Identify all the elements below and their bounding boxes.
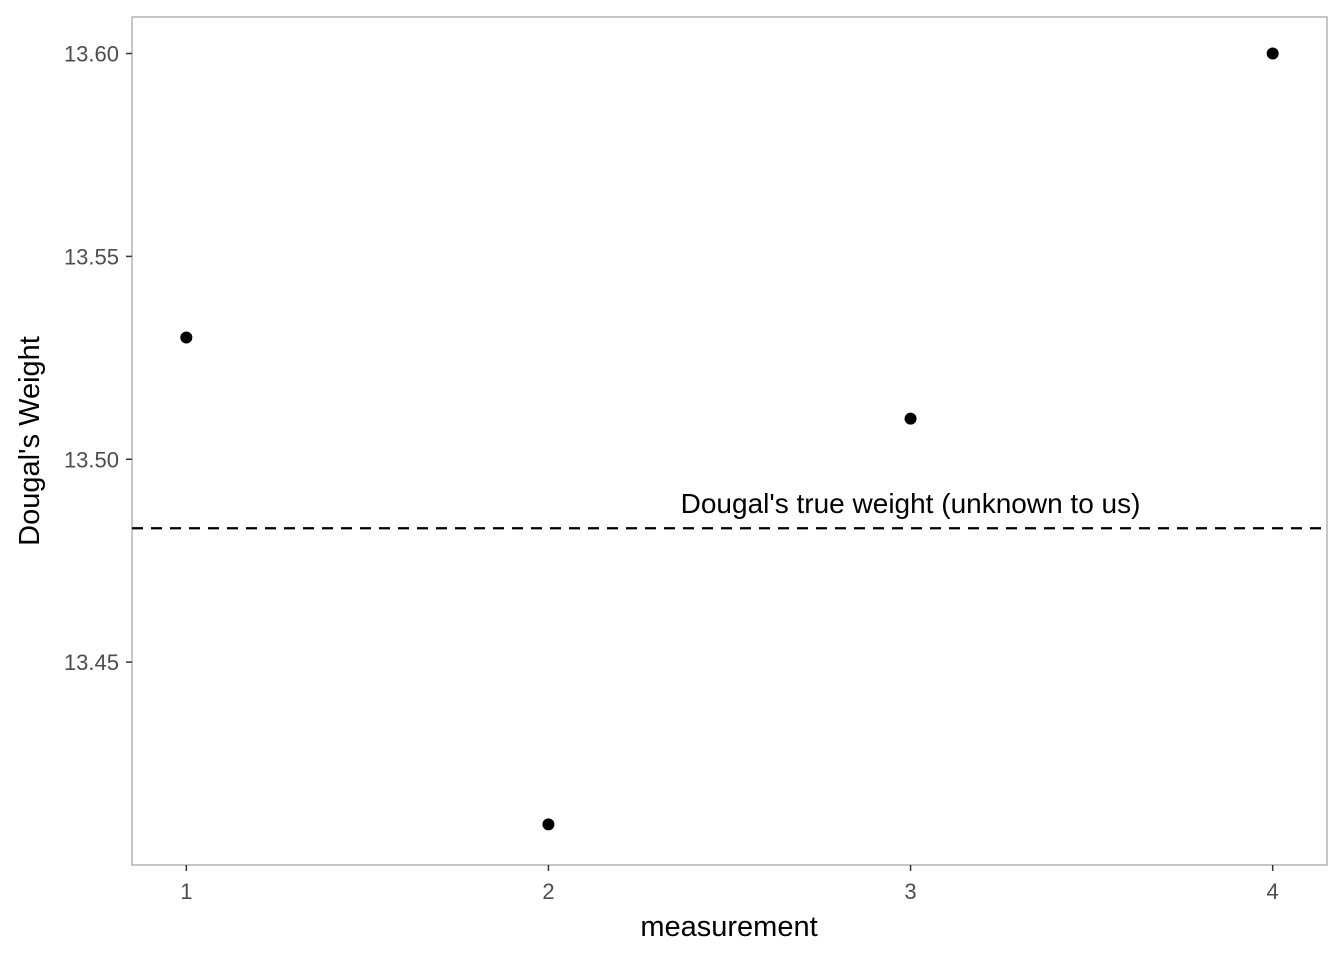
data-point [542, 818, 555, 831]
x-tick-label: 1 [180, 879, 192, 904]
x-tick-label: 2 [542, 879, 554, 904]
y-axis: 13.45 13.50 13.55 13.60 [64, 42, 132, 675]
y-tick-label: 13.60 [64, 42, 119, 67]
data-point [904, 412, 917, 425]
y-tick-label: 13.55 [64, 244, 119, 269]
x-tick-label: 3 [904, 879, 916, 904]
data-point [1266, 47, 1279, 60]
x-tick-label: 4 [1267, 879, 1279, 904]
y-tick-label: 13.50 [64, 447, 119, 472]
true-weight-annotation: Dougal's true weight (unknown to us) [681, 488, 1141, 519]
y-tick-label: 13.45 [64, 650, 119, 675]
plot-panel [131, 16, 1328, 866]
data-point [180, 331, 193, 344]
x-axis: 1 2 3 4 [180, 865, 1279, 904]
data-points [180, 47, 1279, 831]
reference-line-group: Dougal's true weight (unknown to us) [132, 488, 1327, 530]
y-axis-title: Dougal's Weight [14, 336, 46, 546]
x-axis-title: measurement [640, 911, 817, 943]
